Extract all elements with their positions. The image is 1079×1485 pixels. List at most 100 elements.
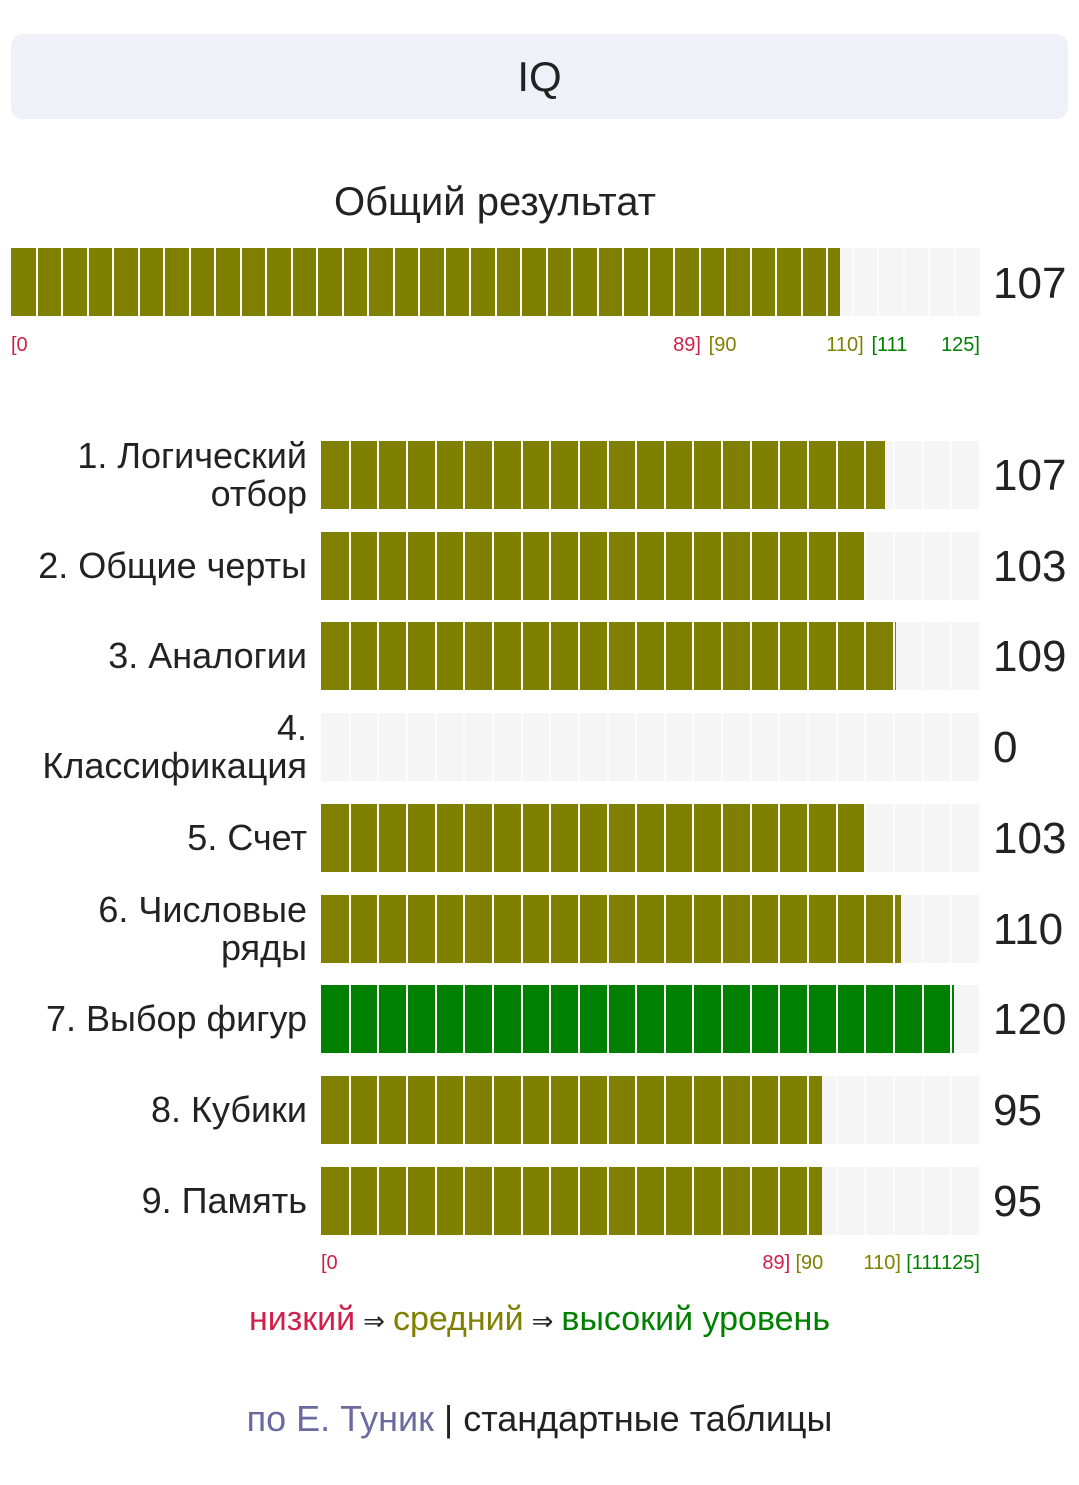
subtest-bar-segment xyxy=(635,532,638,600)
subtest-bar-fill xyxy=(321,985,954,1053)
subtest-value: 103 xyxy=(993,542,1067,591)
subtest-bar-fill xyxy=(321,532,864,600)
subtest-bar-segment xyxy=(663,441,666,509)
subtest-label: 4. Классификация xyxy=(42,707,307,786)
subtest-bar-segment xyxy=(978,895,980,963)
subtest-bar-segment xyxy=(491,441,494,509)
subtest-bar-track xyxy=(321,713,980,781)
subtest-bar-segment xyxy=(635,804,638,872)
legend-average: средний xyxy=(392,1300,524,1338)
page-title: IQ xyxy=(11,34,1068,119)
subtest-bar-segment xyxy=(835,1167,838,1235)
subtest-bar-segment xyxy=(692,985,695,1053)
subtest-bar-segment xyxy=(921,622,924,690)
subtest-bar-segment xyxy=(835,804,838,872)
subtest-bar-segment xyxy=(692,713,695,781)
subtest-bar-segment xyxy=(577,713,580,781)
subtest-bar-segment xyxy=(778,1167,781,1235)
subtest-bar-segment xyxy=(577,985,580,1053)
overall-bar-segment xyxy=(341,248,344,316)
subtest-bar-segment xyxy=(749,622,752,690)
subtest-bar-segment xyxy=(663,532,666,600)
overall-scale-tick-label: 110] xyxy=(826,334,864,356)
subtest-label: 3. Аналогии xyxy=(108,635,307,676)
subtest-bar-segment xyxy=(978,713,980,781)
subtest-bar-fill xyxy=(321,622,896,690)
subtest-bar-segment xyxy=(549,895,552,963)
subtest-bar-segment xyxy=(635,1167,638,1235)
overall-scale-tick-label: [0 xyxy=(11,334,28,356)
subtests-scale-tick-label: [90 xyxy=(795,1252,824,1274)
subtest-bar-segment xyxy=(348,985,351,1053)
subtest-bar-segment xyxy=(463,1076,466,1144)
subtest-value: 110 xyxy=(993,905,1064,954)
subtest-bar-segment xyxy=(635,1076,638,1144)
subtest-bar-segment xyxy=(491,985,494,1053)
subtest-bar-segment xyxy=(721,1076,724,1144)
legend-arrow-2: ⇒ xyxy=(531,1306,554,1336)
subtest-bar-segment xyxy=(835,532,838,600)
subtest-bar-segment xyxy=(377,1167,380,1235)
subtest-bar-segment xyxy=(663,895,666,963)
subtest-bar-segment xyxy=(807,985,810,1053)
overall-bar-segment xyxy=(316,248,318,316)
subtest-bar-track xyxy=(321,985,980,1053)
subtest-bar-segment xyxy=(692,1076,695,1144)
subtest-value: 103 xyxy=(993,814,1067,863)
subtest-bar-segment xyxy=(692,441,695,509)
subtests-scale-tick-label: 125] xyxy=(941,1252,980,1274)
subtest-bar-segment xyxy=(835,622,838,690)
subtest-bar-fill xyxy=(321,804,864,872)
subtest-bar-segment xyxy=(692,804,695,872)
subtest-bar-segment xyxy=(692,1167,695,1235)
subtest-bar-segment xyxy=(663,622,666,690)
subtest-bar-segment xyxy=(377,622,380,690)
subtest-bar-segment xyxy=(807,713,810,781)
subtest-bar-segment xyxy=(635,895,638,963)
subtest-bar-segment xyxy=(635,713,638,781)
subtest-bar-segment xyxy=(491,532,494,600)
subtest-label: 8. Кубики xyxy=(151,1089,307,1130)
subtest-bar-segment xyxy=(434,895,437,963)
overall-bar-segment xyxy=(469,248,471,316)
subtest-bar-segment xyxy=(893,1076,895,1144)
subtest-bar-segment xyxy=(577,895,580,963)
subtest-bar-segment xyxy=(606,622,609,690)
subtest-bar-segment xyxy=(978,622,980,690)
subtest-bar-segment xyxy=(377,985,380,1053)
subtest-bar-segment xyxy=(434,1076,437,1144)
subtest-bar-segment xyxy=(749,804,752,872)
overall-bar-segment xyxy=(571,248,573,316)
subtest-value: 107 xyxy=(993,451,1067,500)
subtest-bar-segment xyxy=(348,1167,351,1235)
subtest-bar-segment xyxy=(721,985,724,1053)
subtest-bar-segment xyxy=(377,532,380,600)
subtest-bar-segment xyxy=(950,895,953,963)
subtest-bar-segment xyxy=(491,1076,494,1144)
subtest-label: 2. Общие черты xyxy=(38,545,307,586)
subtest-bar-segment xyxy=(377,713,380,781)
subtest-bar-segment xyxy=(520,532,523,600)
subtest-bar-segment xyxy=(864,441,867,509)
subtest-bar-segment xyxy=(463,532,466,600)
subtest-bar-segment xyxy=(978,1167,980,1235)
overall-scale-tick-label: 89] xyxy=(673,334,701,356)
subtest-bar-segment xyxy=(778,713,781,781)
subtest-bar-segment xyxy=(549,1167,552,1235)
subtest-bar-segment xyxy=(721,441,724,509)
subtest-bar-segment xyxy=(463,1167,466,1235)
subtest-bar-segment xyxy=(348,713,351,781)
subtest-bar-segment xyxy=(893,532,895,600)
subtest-bar-segment xyxy=(921,532,924,600)
subtest-bar-segment xyxy=(950,713,953,781)
subtest-bar-segment xyxy=(778,804,781,872)
subtest-value: 109 xyxy=(993,632,1067,681)
subtest-bar-fill xyxy=(321,1167,822,1235)
subtest-bar-segment xyxy=(778,1076,781,1144)
author-link[interactable]: по Е. Туник xyxy=(246,1398,434,1439)
overall-bar-segment xyxy=(112,248,114,316)
subtest-bar-segment xyxy=(893,895,895,963)
subtest-bar-segment xyxy=(463,622,466,690)
subtest-bar-segment xyxy=(577,441,580,509)
subtest-bar-segment xyxy=(520,985,523,1053)
